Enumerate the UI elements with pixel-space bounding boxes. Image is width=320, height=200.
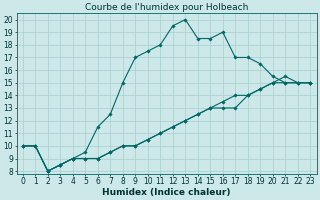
Title: Courbe de l'humidex pour Holbeach: Courbe de l'humidex pour Holbeach <box>85 3 248 12</box>
X-axis label: Humidex (Indice chaleur): Humidex (Indice chaleur) <box>102 188 231 197</box>
